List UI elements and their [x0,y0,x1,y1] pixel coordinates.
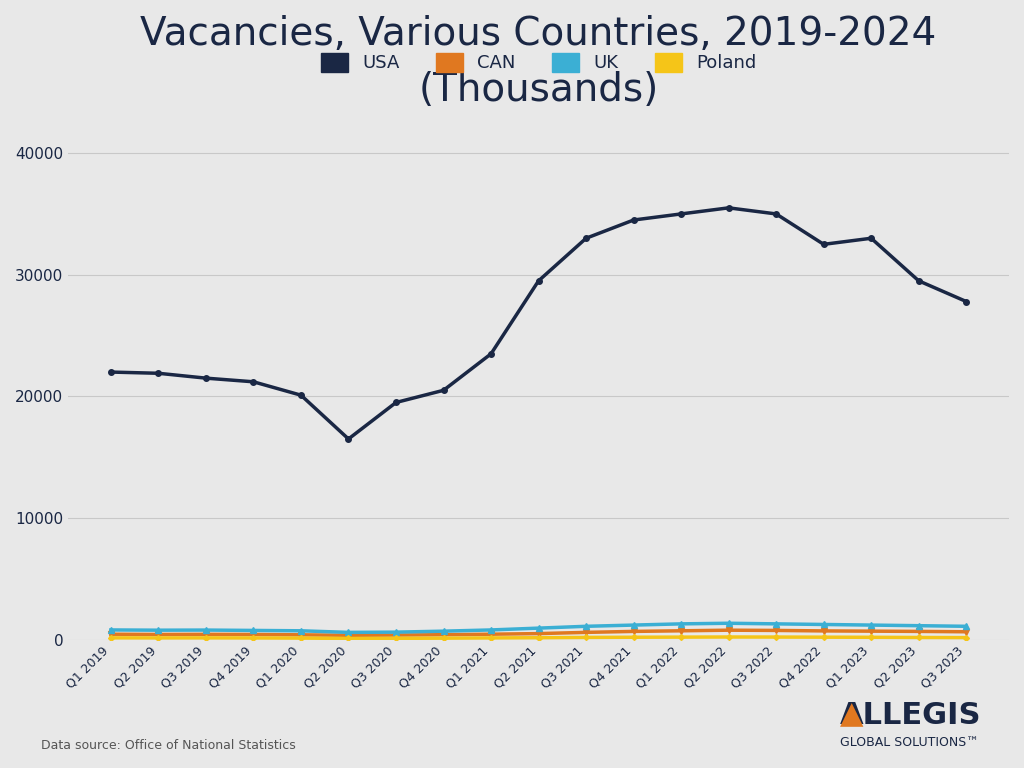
Title: Vacancies, Various Countries, 2019-2024
(Thousands): Vacancies, Various Countries, 2019-2024 … [140,15,937,109]
Text: GLOBAL SOLUTIONS™: GLOBAL SOLUTIONS™ [840,736,978,749]
Text: ALLEGIS: ALLEGIS [840,700,981,730]
Text: ▲: ▲ [840,700,863,730]
Legend: USA, CAN, UK, Poland: USA, CAN, UK, Poland [313,46,764,80]
Text: Data source: Office of National Statistics: Data source: Office of National Statisti… [41,739,296,752]
